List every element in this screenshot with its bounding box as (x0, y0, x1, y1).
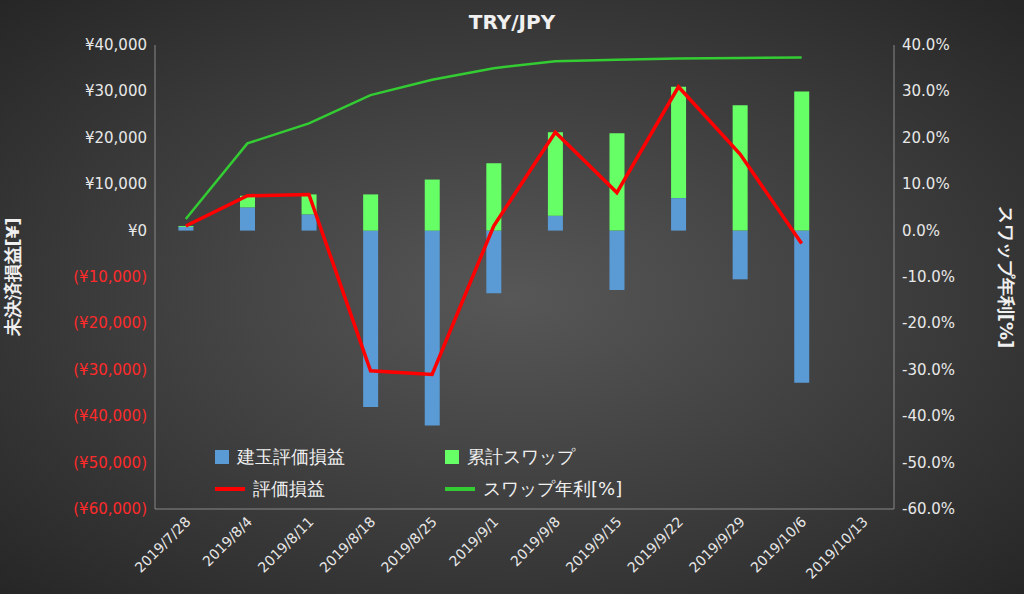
html-text:TRY/JPY: TRY/JPY (468, 10, 556, 34)
svg-text:(¥50,000): (¥50,000) (73, 454, 147, 472)
html-text:累計スワップ: 累計スワップ (467, 446, 575, 467)
svg-text:10.0%: 10.0% (902, 175, 950, 193)
svg-text:2019/10/6: 2019/10/6 (747, 513, 809, 575)
svg-text:未決済損益[¥]: 未決済損益[¥] (8, 218, 23, 338)
svg-text:(¥20,000): (¥20,000) (73, 314, 147, 332)
html-text:スワップ年利[%]: スワップ年利[%] (483, 478, 623, 499)
html-text:建玉評価損益: 建玉評価損益 (237, 446, 345, 467)
svg-text:30.0%: 30.0% (902, 82, 950, 100)
html-text:評価損益: 評価損益 (253, 478, 325, 499)
svg-text:2019/9/1: 2019/9/1 (446, 513, 502, 569)
svg-text:¥20,000: ¥20,000 (85, 129, 147, 147)
svg-text:(¥30,000): (¥30,000) (73, 361, 147, 379)
svg-text:40.0%: 40.0% (902, 36, 950, 54)
svg-text:-60.0%: -60.0% (902, 500, 955, 518)
svg-text:¥0: ¥0 (128, 222, 147, 240)
svg-text:2019/8/4: 2019/8/4 (199, 513, 255, 569)
svg-text:-50.0%: -50.0% (902, 454, 955, 472)
svg-text:2019/8/25: 2019/8/25 (378, 513, 440, 575)
svg-text:スワップ年利[%]: スワップ年利[%] (996, 206, 1016, 349)
svg-text:20.0%: 20.0% (902, 129, 950, 147)
svg-text:2019/8/18: 2019/8/18 (316, 513, 378, 575)
svg-text:-40.0%: -40.0% (902, 407, 955, 425)
svg-text:2019/9/15: 2019/9/15 (563, 513, 625, 575)
svg-text:2019/7/28: 2019/7/28 (131, 513, 193, 575)
svg-text:(¥60,000): (¥60,000) (73, 500, 147, 518)
svg-text:(¥10,000): (¥10,000) (73, 268, 147, 286)
svg-text:(¥40,000): (¥40,000) (73, 407, 147, 425)
svg-text:2019/9/29: 2019/9/29 (686, 513, 748, 575)
svg-text:2019/9/8: 2019/9/8 (507, 513, 563, 569)
svg-text:2019/9/22: 2019/9/22 (624, 513, 686, 575)
svg-text:-30.0%: -30.0% (902, 361, 955, 379)
svg-text:-20.0%: -20.0% (902, 314, 955, 332)
svg-text:-10.0%: -10.0% (902, 268, 955, 286)
svg-text:2019/10/13: 2019/10/13 (803, 513, 871, 581)
svg-text:¥40,000: ¥40,000 (85, 36, 147, 54)
svg-text:2019/8/11: 2019/8/11 (255, 513, 317, 575)
svg-text:¥10,000: ¥10,000 (85, 175, 147, 193)
svg-text:0.0%: 0.0% (902, 222, 940, 240)
svg-text:¥30,000: ¥30,000 (85, 82, 147, 100)
